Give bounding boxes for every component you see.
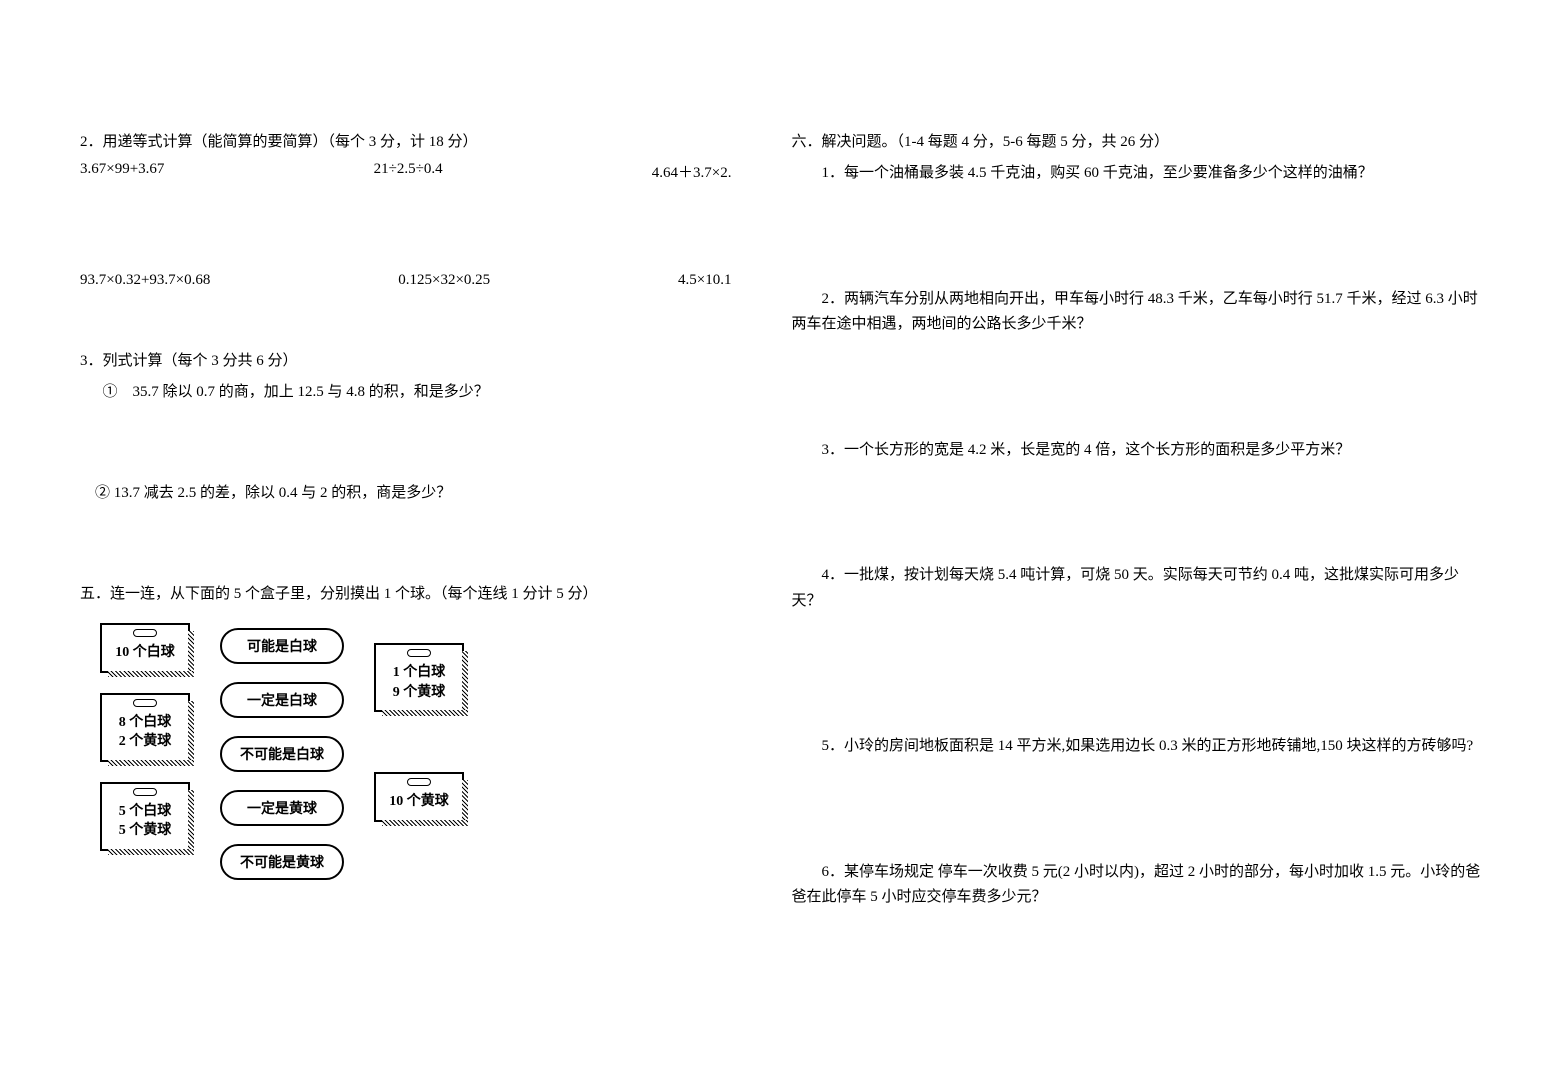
box-label: 10 个黄球 (389, 794, 449, 809)
ball-box: 10 个白球 (100, 623, 190, 673)
problems-row-2: 93.7×0.32+93.7×0.68 0.125×32×0.25 4.5×10… (80, 272, 732, 289)
matching-diagram: 10 个白球 8 个白球 2 个黄球 5 个白球 5 个黄球 可能是白球 一定是… (80, 623, 732, 880)
section-3-q1: ① 35.7 除以 0.7 的商，加上 12.5 与 4.8 的积，和是多少？ (80, 380, 732, 401)
ball-box: 8 个白球 2 个黄球 (100, 693, 190, 762)
q2: 2．两辆汽车分别从两地相向开出，甲车每小时行 48.3 千米，乙车每小时行 51… (792, 287, 1484, 338)
section-6: 六．解决问题。（1-4 每题 4 分，5-6 每题 5 分，共 26 分） 1．… (792, 130, 1484, 911)
section-3-q2: ② 13.7 减去 2.5 的差，除以 0.4 与 2 的积，商是多少？ (80, 481, 732, 502)
problem: 0.125×32×0.25 (398, 272, 490, 289)
box-label: 1 个白球 9 个黄球 (393, 665, 446, 700)
q4-text: 4．一批煤，按计划每天烧 5.4 吨计算，可烧 50 天。实际每天可节约 0.4… (792, 563, 1484, 614)
section-2: 2．用递等式计算（能简算的要简算）（每个 3 分，计 18 分） 3.67×99… (80, 130, 732, 289)
problems-row-1: 3.67×99+3.67 21÷2.5÷0.4 4.64＋3.7×2. (80, 161, 732, 182)
ball-box: 10 个黄球 (374, 772, 464, 822)
q6: 6．某停车场规定 停车一次收费 5 元(2 小时以内)，超过 2 小时的部分，每… (792, 860, 1484, 911)
oval-option: 一定是黄球 (220, 790, 344, 826)
box-lid-icon (133, 629, 157, 637)
section-6-title: 六．解决问题。（1-4 每题 4 分，5-6 每题 5 分，共 26 分） (792, 130, 1484, 151)
section-5-title: 五．连一连，从下面的 5 个盒子里，分别摸出 1 个球。（每个连线 1 分计 5… (80, 582, 732, 603)
ball-box: 5 个白球 5 个黄球 (100, 782, 190, 851)
oval-option: 不可能是白球 (220, 736, 344, 772)
q6-text: 6．某停车场规定 停车一次收费 5 元(2 小时以内)，超过 2 小时的部分，每… (792, 860, 1484, 911)
q3: 3．一个长方形的宽是 4.2 米，长是宽的 4 倍，这个长方形的面积是多少平方米… (792, 438, 1484, 464)
q2-text: 2．两辆汽车分别从两地相向开出，甲车每小时行 48.3 千米，乙车每小时行 51… (792, 287, 1484, 338)
q5-text: 5．小玲的房间地板面积是 14 平方米,如果选用边长 0.3 米的正方形地砖铺地… (792, 734, 1484, 760)
q1-text: 1．每一个油桶最多装 4.5 千克油，购买 60 千克油，至少要准备多少个这样的… (792, 161, 1484, 187)
problem: 3.67×99+3.67 (80, 161, 164, 182)
right-boxes: 1 个白球 9 个黄球 10 个黄球 (374, 623, 464, 822)
problem: 21÷2.5÷0.4 (374, 161, 443, 182)
box-label: 5 个白球 5 个黄球 (119, 804, 172, 839)
problem: 4.64＋3.7×2. (652, 161, 732, 182)
box-label: 8 个白球 2 个黄球 (119, 715, 172, 750)
section-3: 3．列式计算（每个 3 分共 6 分） ① 35.7 除以 0.7 的商，加上 … (80, 349, 732, 502)
problem: 4.5×10.1 (678, 272, 731, 289)
q4: 4．一批煤，按计划每天烧 5.4 吨计算，可烧 50 天。实际每天可节约 0.4… (792, 563, 1484, 614)
left-column: 2．用递等式计算（能简算的要简算）（每个 3 分，计 18 分） 3.67×99… (0, 0, 772, 1088)
q5: 5．小玲的房间地板面积是 14 平方米,如果选用边长 0.3 米的正方形地砖铺地… (792, 734, 1484, 760)
q3-text: 3．一个长方形的宽是 4.2 米，长是宽的 4 倍，这个长方形的面积是多少平方米… (792, 438, 1484, 464)
section-5: 五．连一连，从下面的 5 个盒子里，分别摸出 1 个球。（每个连线 1 分计 5… (80, 582, 732, 880)
problem: 93.7×0.32+93.7×0.68 (80, 272, 210, 289)
right-column: 六．解决问题。（1-4 每题 4 分，5-6 每题 5 分，共 26 分） 1．… (772, 0, 1543, 1088)
section-3-title: 3．列式计算（每个 3 分共 6 分） (80, 349, 732, 370)
oval-option: 一定是白球 (220, 682, 344, 718)
middle-ovals: 可能是白球 一定是白球 不可能是白球 一定是黄球 不可能是黄球 (220, 623, 344, 880)
oval-option: 不可能是黄球 (220, 844, 344, 880)
box-lid-icon (133, 699, 157, 707)
box-lid-icon (133, 788, 157, 796)
oval-option: 可能是白球 (220, 628, 344, 664)
box-lid-icon (407, 778, 431, 786)
section-2-title: 2．用递等式计算（能简算的要简算）（每个 3 分，计 18 分） (80, 130, 732, 151)
box-lid-icon (407, 649, 431, 657)
left-boxes: 10 个白球 8 个白球 2 个黄球 5 个白球 5 个黄球 (100, 623, 190, 851)
q1: 1．每一个油桶最多装 4.5 千克油，购买 60 千克油，至少要准备多少个这样的… (792, 161, 1484, 187)
box-label: 10 个白球 (115, 645, 175, 660)
ball-box: 1 个白球 9 个黄球 (374, 643, 464, 712)
